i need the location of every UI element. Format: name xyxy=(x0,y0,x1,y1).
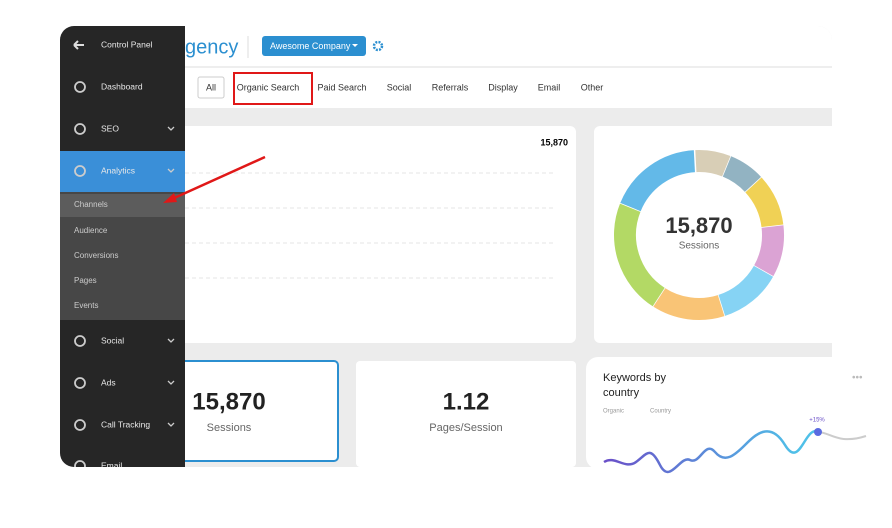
annotation-arrow xyxy=(171,155,266,201)
highlight-box xyxy=(233,72,313,105)
tab[interactable]: Social xyxy=(387,82,412,92)
tab[interactable]: Email xyxy=(538,82,561,92)
nav-icon xyxy=(74,165,86,177)
tab[interactable]: Other xyxy=(581,82,604,92)
chevron xyxy=(167,168,175,173)
legend-item: Organic xyxy=(603,409,624,415)
keywords-title: Keywords by country xyxy=(603,372,666,399)
nav-item[interactable]: Control Panel xyxy=(101,39,153,49)
nav-icon xyxy=(74,419,86,431)
legend-item: Country xyxy=(650,409,671,415)
chevron xyxy=(167,126,175,131)
nav-item[interactable]: Call Tracking xyxy=(101,419,150,429)
donut-segment xyxy=(614,202,666,307)
submenu-item[interactable]: Channels xyxy=(74,200,108,209)
chart-label: 15,870 xyxy=(540,137,568,147)
submenu-active xyxy=(60,194,185,217)
donut-label: Sessions xyxy=(679,241,720,252)
tab[interactable]: Display xyxy=(488,82,518,92)
tab[interactable]: Referrals xyxy=(432,82,469,92)
submenu-item[interactable]: Pages xyxy=(74,276,97,285)
badge: +15% xyxy=(809,418,825,424)
stat-label: Sessions xyxy=(207,422,252,434)
keywords-line xyxy=(603,430,819,474)
nav-icon xyxy=(74,335,86,347)
tab[interactable]: Organic Search xyxy=(237,82,300,92)
donut-segment xyxy=(753,225,784,277)
submenu-item[interactable]: Audience xyxy=(74,226,108,235)
nav-item[interactable]: Dashboard xyxy=(101,81,143,91)
nav-item[interactable]: Ads xyxy=(101,377,116,387)
nav-icon xyxy=(74,81,86,93)
chevron xyxy=(167,338,175,343)
chevron xyxy=(167,422,175,427)
stat-card xyxy=(356,361,576,467)
stat-value: 1.12 xyxy=(443,388,490,415)
donut-segment xyxy=(717,265,774,317)
segment-gap xyxy=(693,149,697,174)
nav-icon xyxy=(74,460,86,467)
tab[interactable]: Paid Search xyxy=(317,82,366,92)
tab[interactable]: All xyxy=(206,82,216,92)
nav-active xyxy=(60,151,185,192)
account-button[interactable] xyxy=(262,36,366,56)
settings-icon[interactable] xyxy=(372,40,384,52)
submenu-item[interactable]: Conversions xyxy=(74,251,118,260)
nav-item[interactable]: Analytics xyxy=(101,165,135,175)
stat-label: Pages/Session xyxy=(429,422,502,434)
app: gency Awesome Company All Organic Search P… xyxy=(60,26,832,470)
donut-segment xyxy=(652,287,725,320)
nav-icon xyxy=(74,123,86,135)
segment-gap xyxy=(721,155,733,178)
segment-gap xyxy=(716,293,726,318)
nav-icon xyxy=(74,377,86,389)
donut-segment xyxy=(694,150,732,177)
donut-segment xyxy=(722,156,762,193)
submenu-item[interactable]: Events xyxy=(74,301,98,310)
nav-item[interactable]: SEO xyxy=(101,123,119,133)
chevron xyxy=(167,380,175,385)
tab-box xyxy=(197,76,225,99)
page-title: gency xyxy=(185,36,238,58)
back-icon xyxy=(73,40,84,50)
line-card xyxy=(160,126,576,343)
donut-segment xyxy=(620,150,697,212)
donut-segment xyxy=(745,177,784,229)
account-name: Awesome Company xyxy=(270,41,351,51)
nav-item[interactable]: Social xyxy=(101,335,124,345)
stat-value: 15,870 xyxy=(192,388,265,415)
segment-gap xyxy=(619,201,642,213)
svg-text:•••: ••• xyxy=(852,373,863,384)
donut-total: 15,870 xyxy=(665,213,732,238)
nav-item[interactable]: Email xyxy=(101,460,122,470)
